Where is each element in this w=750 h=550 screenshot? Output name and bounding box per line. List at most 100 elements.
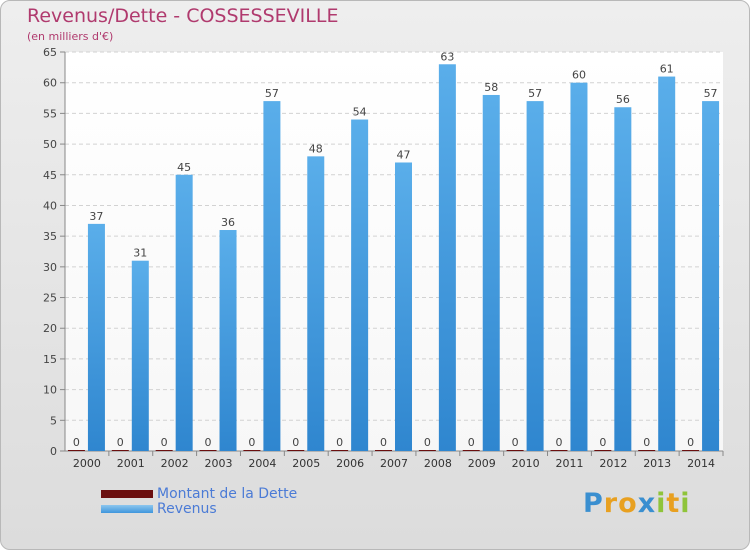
x-tick-label-2000: 2000 <box>73 457 101 470</box>
x-tick-label-2002: 2002 <box>161 457 189 470</box>
bar-revenus-2009 <box>482 94 500 451</box>
label-revenus-2003: 36 <box>221 216 235 229</box>
bar-dette-2005 <box>287 450 305 451</box>
label-dette-2000: 0 <box>73 436 80 449</box>
plot-area <box>65 52 723 451</box>
label-dette-2002: 0 <box>161 436 168 449</box>
label-dette-2006: 0 <box>336 436 343 449</box>
y-tick-label-50: 50 <box>43 138 57 151</box>
bar-revenus-2001 <box>131 260 149 451</box>
bar-dette-2001 <box>111 450 129 451</box>
logo-letter: P <box>583 488 604 519</box>
x-tick-label-2003: 2003 <box>205 457 233 470</box>
bar-revenus-2004 <box>263 101 281 451</box>
label-dette-2014: 0 <box>687 436 694 449</box>
bar-dette-2011 <box>550 450 568 451</box>
logo-letter: t <box>666 488 681 519</box>
y-tick-label-45: 45 <box>43 169 57 182</box>
y-tick-label-30: 30 <box>43 261 57 274</box>
logo-letter: o <box>618 488 638 519</box>
bar-revenus-2007 <box>395 162 412 451</box>
bar-revenus-2005 <box>307 156 325 451</box>
bar-revenus-2003 <box>219 230 237 451</box>
bar-revenus-2010 <box>526 101 544 451</box>
bar-revenus-2002 <box>175 174 193 451</box>
x-tick-label-2006: 2006 <box>336 457 364 470</box>
logo-letter: r <box>603 488 619 519</box>
label-revenus-2001: 31 <box>133 247 147 260</box>
x-tick-label-2005: 2005 <box>292 457 320 470</box>
bar-dette-2002 <box>155 450 173 451</box>
bar-dette-2004 <box>243 450 261 451</box>
bar-revenus-2014 <box>702 101 720 451</box>
bar-dette-2012 <box>594 450 612 451</box>
chart-title: Revenus/Dette - COSSESSEVILLE <box>27 5 339 27</box>
label-dette-2010: 0 <box>512 436 519 449</box>
label-dette-2007: 0 <box>380 436 387 449</box>
x-tick-label-2008: 2008 <box>424 457 452 470</box>
y-tick-label-0: 0 <box>50 445 57 458</box>
bar-dette-2008 <box>418 450 436 451</box>
bar-dette-2010 <box>506 450 524 451</box>
y-tick-label-15: 15 <box>43 353 57 366</box>
logo-letter: i <box>656 488 667 519</box>
x-tick-label-2010: 2010 <box>512 457 540 470</box>
label-revenus-2008: 63 <box>440 50 454 63</box>
bar-revenus-2012 <box>614 107 632 451</box>
legend-swatch-dette <box>101 490 153 498</box>
logo-letter: i <box>680 488 691 519</box>
label-revenus-2002: 45 <box>177 161 191 174</box>
y-tick-label-35: 35 <box>43 230 57 243</box>
y-tick-label-10: 10 <box>43 384 57 397</box>
bar-revenus-2008 <box>438 64 456 452</box>
label-revenus-2013: 61 <box>660 63 674 76</box>
bar-dette-2003 <box>199 450 217 451</box>
chart-subtitle: (en milliers d'€) <box>27 30 114 43</box>
legend-label-revenus: Revenus <box>157 501 217 517</box>
x-tick-label-2013: 2013 <box>643 457 671 470</box>
bar-revenus-2013 <box>658 76 676 452</box>
label-dette-2005: 0 <box>292 436 299 449</box>
label-revenus-2005: 48 <box>309 142 323 155</box>
x-tick-label-2001: 2001 <box>117 457 145 470</box>
label-revenus-2011: 60 <box>572 69 586 82</box>
x-tick-label-2011: 2011 <box>555 457 583 470</box>
label-dette-2012: 0 <box>599 436 606 449</box>
label-dette-2004: 0 <box>248 436 255 449</box>
x-tick-label-2009: 2009 <box>468 457 496 470</box>
label-dette-2013: 0 <box>643 436 650 449</box>
bar-dette-2000 <box>67 450 85 451</box>
label-dette-2008: 0 <box>424 436 431 449</box>
y-tick-label-60: 60 <box>43 77 57 90</box>
label-dette-2001: 0 <box>117 436 124 449</box>
label-revenus-2009: 58 <box>484 81 498 94</box>
legend-label-dette: Montant de la Dette <box>157 486 298 502</box>
y-tick-label-65: 65 <box>43 46 57 59</box>
label-revenus-2012: 56 <box>616 93 630 106</box>
bar-dette-2013 <box>638 450 656 451</box>
legend-swatch-revenus <box>101 505 153 513</box>
bar-revenus-2011 <box>570 82 588 451</box>
x-tick-label-2014: 2014 <box>687 457 715 470</box>
y-tick-label-20: 20 <box>43 322 57 335</box>
bar-dette-2009 <box>462 450 480 451</box>
label-revenus-2004: 57 <box>265 87 279 100</box>
bar-dette-2006 <box>331 450 349 451</box>
logo-letter: x <box>637 488 657 519</box>
label-dette-2011: 0 <box>555 436 562 449</box>
label-revenus-2014: 57 <box>704 87 718 100</box>
x-tick-label-2004: 2004 <box>248 457 276 470</box>
label-revenus-2010: 57 <box>528 87 542 100</box>
label-dette-2009: 0 <box>468 436 475 449</box>
label-revenus-2007: 47 <box>397 148 411 161</box>
bar-dette-2014 <box>682 450 700 451</box>
bar-revenus-2006 <box>351 119 369 452</box>
label-revenus-2006: 54 <box>353 106 367 119</box>
label-dette-2003: 0 <box>205 436 212 449</box>
label-revenus-2000: 37 <box>89 210 103 223</box>
proxiti-logo: Proxiti <box>583 488 691 519</box>
y-tick-label-25: 25 <box>43 292 57 305</box>
x-tick-label-2012: 2012 <box>599 457 627 470</box>
